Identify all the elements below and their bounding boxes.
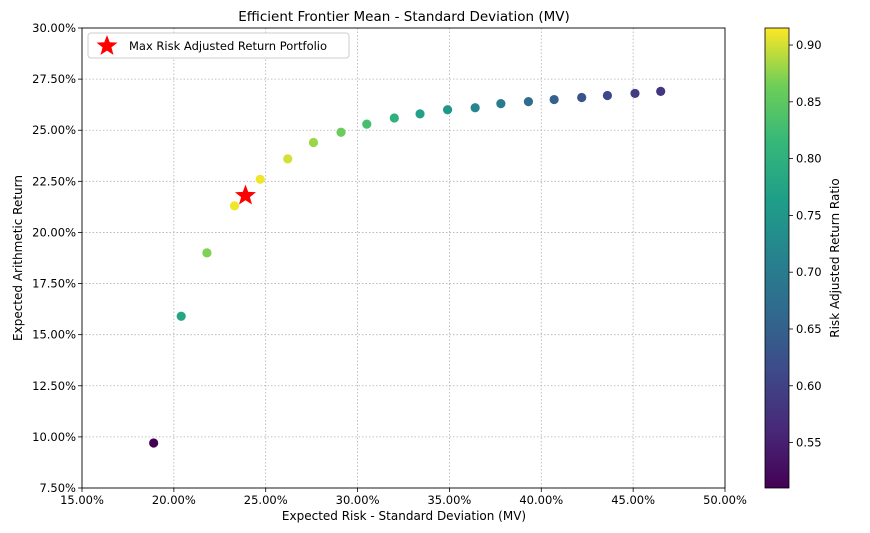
y-tick-label: 7.50% (39, 481, 76, 495)
frontier-point (496, 99, 506, 109)
frontier-point (415, 109, 425, 119)
y-tick-label: 30.00% (32, 21, 76, 35)
x-tick-label: 15.00% (60, 493, 104, 507)
y-tick-label: 12.50% (32, 379, 76, 393)
max-risk-adjusted-portfolio-marker (235, 184, 256, 205)
legend-box (87, 32, 350, 59)
colorbar-tick-label: 0.85 (796, 95, 822, 109)
x-tick-label: 30.00% (336, 493, 380, 507)
frontier-point (149, 438, 159, 448)
frontier-point (308, 137, 319, 148)
y-axis-title: Expected Arithmetic Return (11, 175, 25, 341)
y-tick-label: 15.00% (32, 328, 76, 342)
frontier-point (602, 90, 613, 101)
x-tick-label: 25.00% (244, 493, 288, 507)
y-tick-label: 22.50% (32, 174, 76, 188)
y-tick-label: 25.00% (32, 123, 76, 137)
x-axis-ticks: 15.00% 20.00% 25.00% 30.00% 35.00% 40.00% 45.0… (60, 488, 747, 507)
x-tick-label: 45.00% (611, 493, 655, 507)
colorbar-tick-label: 0.80 (796, 152, 822, 166)
gridlines (82, 28, 725, 488)
colorbar-tick-label: 0.55 (796, 436, 822, 450)
frontier-point (336, 127, 346, 137)
frontier-point (577, 92, 587, 103)
frontier-point (202, 248, 212, 258)
colorbar-tick-label: 0.60 (796, 379, 822, 393)
frontier-point (656, 86, 666, 96)
y-tick-label: 27.50% (32, 72, 76, 86)
colorbar-ticks: 0.55 0.60 0.65 0.70 0.75 0.80 0.85 0.90 (789, 38, 822, 450)
legend: Max Risk Adjusted Return Portfolio (87, 32, 350, 59)
legend-star-icon (96, 35, 118, 55)
frontier-point (229, 201, 240, 211)
plot-area-frame (81, 27, 726, 489)
frontier-point (283, 154, 293, 164)
colorbar-title: Risk Adjusted Return Ratio (828, 178, 842, 337)
x-tick-label: 40.00% (519, 493, 563, 507)
colorbar: 0.55 0.60 0.65 0.70 0.75 0.80 0.85 0.90 Risk Ad… (764, 27, 842, 489)
y-tick-label: 10.00% (32, 430, 76, 444)
y-tick-label: 20.00% (32, 225, 76, 239)
y-axis-ticks: 7.50% 10.00% 12.50% 15.00% 17.50% 20.00% 22.50… (32, 21, 82, 495)
frontier-point (549, 94, 559, 105)
frontier-point (630, 88, 640, 99)
frontier-point (442, 105, 453, 115)
legend-entry-label: Max Risk Adjusted Return Portfolio (129, 39, 327, 53)
y-tick-label: 17.50% (32, 277, 76, 291)
frontier-point (176, 311, 186, 321)
chart-title: Efficient Frontier Mean - Standard Devia… (238, 9, 569, 25)
colorbar-tick-label: 0.70 (796, 265, 822, 279)
frontier-points (149, 86, 666, 448)
frontier-point (362, 119, 372, 129)
x-tick-label: 50.00% (703, 493, 747, 507)
x-tick-label: 20.00% (152, 493, 196, 507)
x-axis-title: Expected Risk - Standard Deviation (MV) (282, 509, 526, 523)
colorbar-gradient (764, 27, 790, 489)
frontier-point (523, 97, 534, 107)
x-tick-label: 35.00% (427, 493, 471, 507)
frontier-point (389, 113, 399, 123)
colorbar-tick-label: 0.90 (796, 38, 822, 52)
frontier-point (470, 103, 480, 113)
colorbar-tick-label: 0.65 (796, 322, 822, 336)
frontier-point (255, 174, 265, 184)
max-risk-adjusted-star (235, 184, 256, 205)
colorbar-tick-label: 0.75 (796, 208, 822, 222)
